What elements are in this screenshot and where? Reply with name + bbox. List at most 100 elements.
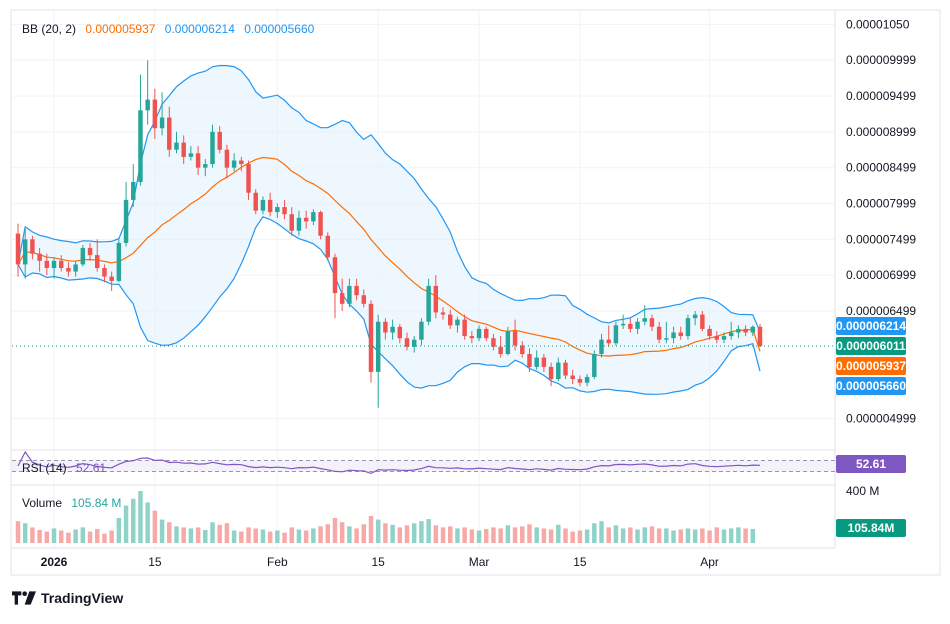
- candle[interactable]: [556, 357, 561, 382]
- candle[interactable]: [692, 311, 698, 326]
- candle[interactable]: [656, 321, 662, 344]
- time-axis[interactable]: 2026 15 Feb 15 Mar 15 Apr: [41, 555, 719, 569]
- volume-bar[interactable]: [174, 526, 179, 543]
- volume-bar[interactable]: [275, 530, 280, 543]
- volume-bar[interactable]: [476, 530, 482, 543]
- volume-bar[interactable]: [728, 528, 734, 543]
- volume-bar[interactable]: [512, 527, 518, 543]
- candle[interactable]: [707, 325, 712, 340]
- candle[interactable]: [736, 325, 741, 339]
- volume-bar[interactable]: [80, 527, 86, 543]
- volume-bar[interactable]: [685, 528, 691, 543]
- volume-bar[interactable]: [188, 528, 194, 543]
- volume-bar[interactable]: [339, 522, 345, 543]
- volume-bar[interactable]: [714, 527, 720, 543]
- candle[interactable]: [592, 350, 597, 380]
- volume-bar[interactable]: [296, 529, 302, 543]
- candle[interactable]: [339, 278, 345, 311]
- candle[interactable]: [239, 156, 244, 172]
- volume-bar[interactable]: [383, 523, 388, 543]
- volume-bar[interactable]: [484, 528, 489, 543]
- candle[interactable]: [628, 318, 633, 333]
- volume-bar[interactable]: [721, 529, 727, 543]
- candle[interactable]: [721, 332, 727, 344]
- volume-bar[interactable]: [267, 531, 273, 543]
- candle[interactable]: [80, 245, 86, 267]
- candle[interactable]: [102, 264, 107, 283]
- volume-bar[interactable]: [505, 525, 511, 543]
- volume-bar[interactable]: [368, 515, 374, 543]
- candle[interactable]: [181, 135, 186, 165]
- candle[interactable]: [152, 88, 158, 139]
- candle[interactable]: [195, 146, 201, 175]
- candle[interactable]: [606, 325, 611, 347]
- candle[interactable]: [620, 314, 626, 329]
- candle[interactable]: [462, 314, 467, 340]
- volume-bar[interactable]: [678, 529, 683, 543]
- candle[interactable]: [649, 314, 655, 332]
- volume-bar[interactable]: [628, 527, 633, 543]
- volume-bar[interactable]: [87, 531, 93, 543]
- volume-bar[interactable]: [447, 526, 453, 543]
- candle[interactable]: [664, 321, 669, 344]
- candle[interactable]: [51, 257, 57, 279]
- volume-bar[interactable]: [642, 527, 647, 543]
- volume-bar[interactable]: [491, 527, 496, 543]
- candle[interactable]: [368, 300, 374, 383]
- volume-bar[interactable]: [181, 527, 186, 543]
- candle[interactable]: [491, 333, 496, 351]
- candle[interactable]: [426, 278, 431, 326]
- volume-bar[interactable]: [30, 527, 35, 543]
- volume-bar[interactable]: [58, 530, 64, 543]
- rsi-pane[interactable]: [12, 450, 835, 475]
- tradingview-brand[interactable]: TradingView: [12, 590, 123, 606]
- volume-bar[interactable]: [469, 529, 475, 543]
- volume-bar[interactable]: [404, 525, 410, 543]
- candle[interactable]: [534, 350, 539, 370]
- volume-bar[interactable]: [145, 502, 150, 543]
- volume-bar[interactable]: [22, 523, 28, 543]
- volume-bar[interactable]: [419, 521, 424, 543]
- candle[interactable]: [548, 362, 554, 387]
- candle[interactable]: [447, 309, 453, 329]
- candle[interactable]: [440, 307, 446, 320]
- volume-bar[interactable]: [239, 531, 244, 543]
- volume-bar[interactable]: [592, 523, 597, 543]
- candle[interactable]: [246, 160, 251, 200]
- volume-bar[interactable]: [548, 529, 554, 543]
- candle[interactable]: [678, 326, 683, 340]
- candle[interactable]: [455, 316, 460, 333]
- candle[interactable]: [419, 318, 424, 346]
- candle[interactable]: [311, 209, 316, 225]
- volume-bar[interactable]: [613, 525, 619, 543]
- candle[interactable]: [433, 275, 439, 319]
- volume-bar[interactable]: [15, 521, 21, 543]
- volume-bar[interactable]: [246, 527, 251, 543]
- candle[interactable]: [325, 232, 331, 261]
- candle[interactable]: [296, 210, 302, 236]
- volume-bar[interactable]: [649, 526, 655, 543]
- volume-bar[interactable]: [411, 523, 417, 543]
- candle[interactable]: [570, 369, 575, 385]
- candle[interactable]: [30, 235, 35, 260]
- candle[interactable]: [95, 239, 100, 272]
- volume-bar[interactable]: [44, 531, 50, 543]
- volume-bar[interactable]: [37, 530, 42, 543]
- candle[interactable]: [411, 336, 417, 353]
- volume-bar[interactable]: [743, 528, 748, 543]
- volume-bar[interactable]: [635, 529, 640, 543]
- volume-bar[interactable]: [66, 532, 71, 543]
- candle[interactable]: [145, 60, 150, 125]
- volume-bar[interactable]: [440, 527, 446, 543]
- candle[interactable]: [671, 326, 676, 344]
- volume-bar[interactable]: [282, 532, 287, 543]
- candle[interactable]: [613, 321, 619, 346]
- candle[interactable]: [332, 253, 338, 319]
- candle[interactable]: [303, 210, 309, 229]
- candle[interactable]: [498, 336, 503, 358]
- candle[interactable]: [253, 189, 258, 215]
- volume-bar[interactable]: [159, 519, 165, 543]
- volume-bar[interactable]: [260, 529, 266, 543]
- candle[interactable]: [714, 331, 720, 344]
- volume-bar[interactable]: [584, 529, 590, 543]
